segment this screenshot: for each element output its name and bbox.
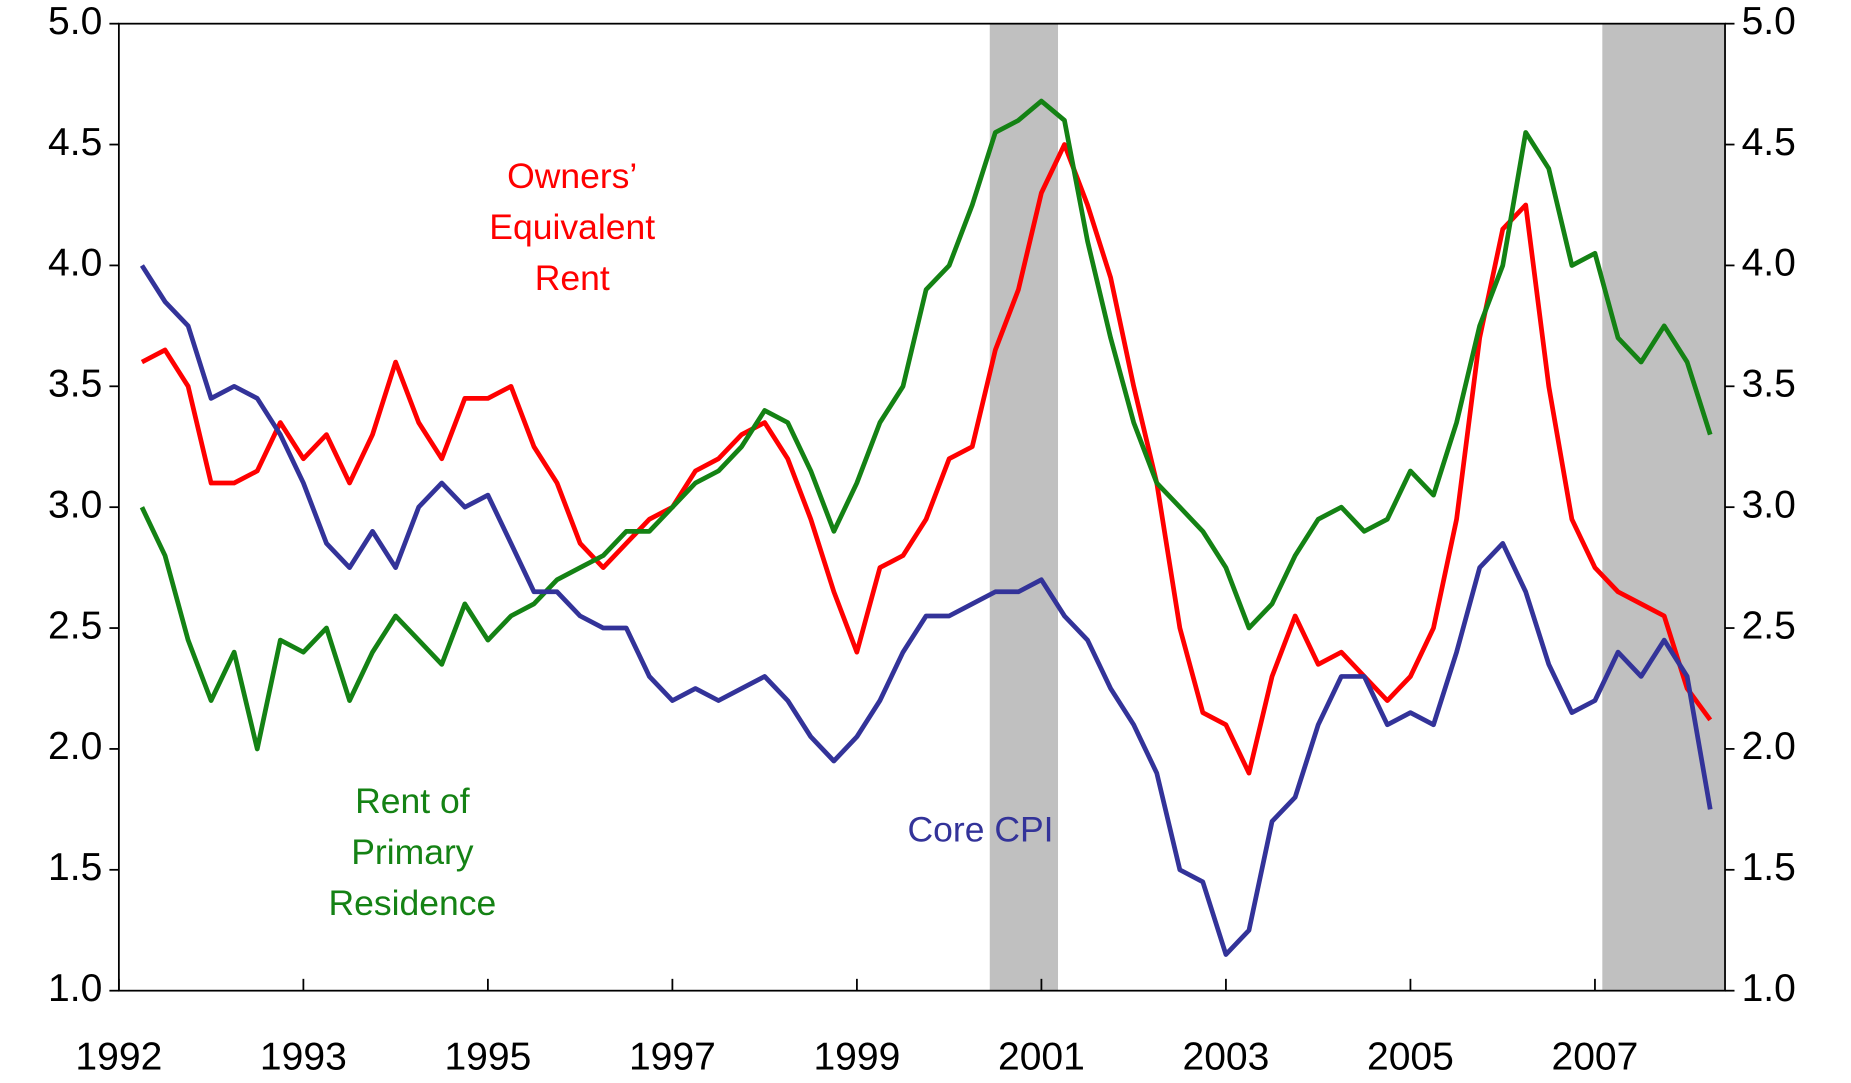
series-line	[139, 264, 1713, 957]
y-tick-label: 1.5	[48, 846, 102, 889]
y-tick-label: 4.0	[48, 242, 102, 285]
x-tick-label: 1997	[629, 1036, 716, 1079]
series-line	[139, 98, 1713, 752]
x-tick-label: 1992	[75, 1036, 162, 1079]
x-tick-label: 1999	[813, 1036, 900, 1079]
y-tick-label: 5.0	[48, 0, 102, 43]
x-tick-label: 1993	[260, 1036, 347, 1079]
y2-tick-label: 3.5	[1742, 363, 1796, 406]
x-tick-label: 1995	[444, 1036, 531, 1079]
y-tick-label: 3.5	[48, 363, 102, 406]
y-tick-label: 2.5	[48, 604, 102, 647]
series-label: Owners’ Equivalent Rent	[489, 157, 656, 299]
y-tick-label: 2.0	[48, 725, 102, 768]
x-tick-label: 2003	[1182, 1036, 1269, 1079]
series-label-box: Core CPI	[907, 810, 1054, 850]
y2-tick-label: 4.5	[1742, 121, 1796, 164]
y2-tick-label: 1.0	[1742, 967, 1796, 1010]
series-label: Core CPI	[907, 810, 1054, 850]
y2-tick-label: 2.0	[1742, 725, 1796, 768]
y-tick-label: 4.5	[48, 121, 102, 164]
y-tick-label: 1.0	[48, 967, 102, 1010]
series-label: Rent of Primary Residence	[328, 782, 497, 924]
y2-tick-label: 2.5	[1742, 604, 1796, 647]
y2-tick-label: 1.5	[1742, 846, 1796, 889]
y2-tick-label: 5.0	[1742, 0, 1796, 43]
series-label-box: Rent of Primary Residence	[328, 782, 497, 924]
x-tick-label: 2001	[998, 1036, 1085, 1079]
x-tick-label: 2005	[1367, 1036, 1454, 1079]
series-label-box: Owners’ Equivalent Rent	[489, 157, 656, 299]
y-tick-label: 3.0	[48, 483, 102, 526]
x-tick-label: 2007	[1552, 1036, 1639, 1079]
y2-tick-label: 3.0	[1742, 483, 1796, 526]
series-line	[140, 142, 1713, 776]
y2-tick-label: 4.0	[1742, 242, 1796, 285]
recession-shade	[1602, 23, 1726, 991]
